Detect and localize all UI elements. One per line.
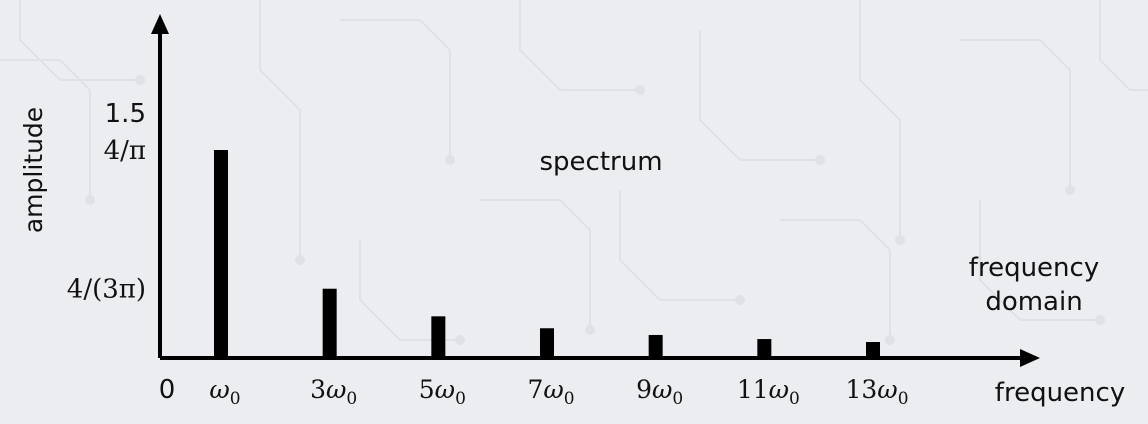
bar-ω0 — [214, 150, 228, 358]
y-tick-label: 4/π — [104, 136, 146, 166]
x-tick-label: 11ω0 — [737, 375, 800, 409]
y-tick-labels: 1.5 4/π 4/(3π) — [67, 99, 146, 305]
labels: spectrum amplitude frequency frequency d… — [19, 107, 1125, 408]
x-tick-label: 3ω0 — [310, 375, 357, 409]
y-axis-label: amplitude — [19, 107, 48, 233]
annotation-line-2: domain — [985, 287, 1082, 317]
bar-11ω0 — [757, 339, 772, 358]
bar-3ω0 — [322, 288, 337, 358]
y-axis-arrow — [151, 14, 169, 34]
bar-7ω0 — [540, 328, 554, 358]
x-tick-label: 7ω0 — [527, 375, 574, 409]
annotation-line-1: frequency — [969, 253, 1099, 283]
bar-9ω0 — [648, 334, 663, 358]
x-axis-arrow — [1020, 349, 1040, 367]
bars — [214, 150, 880, 358]
bar-5ω0 — [431, 316, 446, 358]
origin-label: 0 — [159, 375, 176, 405]
x-tick-labels: ω0 3ω0 5ω0 7ω0 9ω0 11ω0 13ω0 — [209, 375, 908, 409]
y-tick-label: 1.5 — [105, 99, 146, 129]
x-axis-label: frequency — [995, 378, 1125, 408]
x-tick-label: 5ω0 — [419, 375, 466, 409]
axes — [151, 14, 1040, 367]
x-tick-label: ω0 — [209, 375, 240, 409]
y-tick-label: 4/(3π) — [67, 275, 146, 305]
chart-title: spectrum — [539, 147, 662, 177]
bar-13ω0 — [866, 341, 880, 358]
x-tick-label: 13ω0 — [845, 375, 908, 409]
x-tick-label: 9ω0 — [636, 375, 683, 409]
